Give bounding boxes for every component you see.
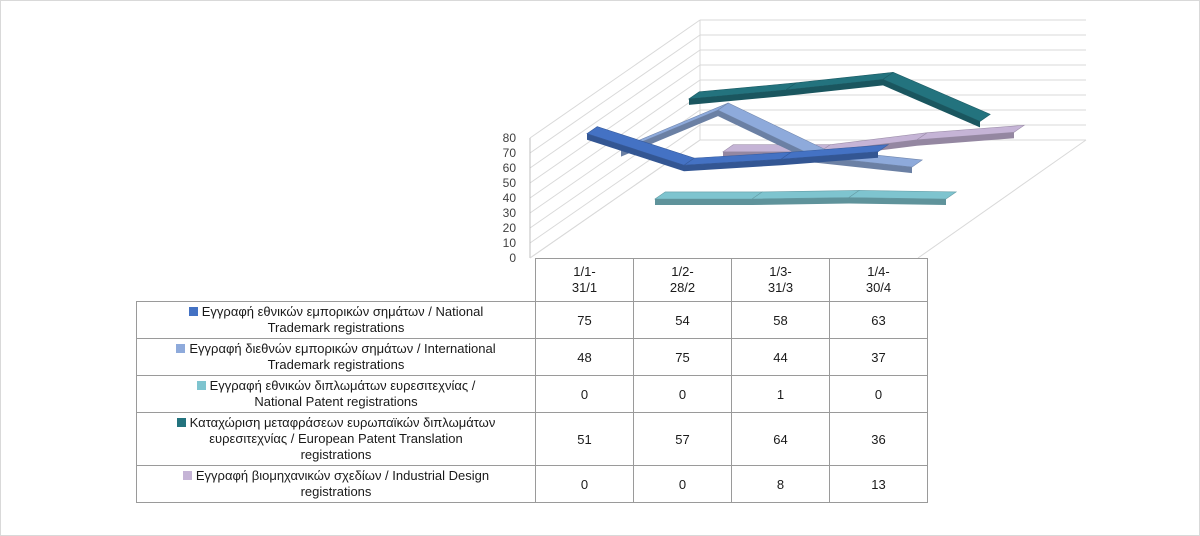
gridline: [529, 124, 701, 244]
table-row: Εγγραφή διεθνών εμπορικών σημάτων / Inte…: [136, 338, 928, 376]
category-header: 1/4- 30/4: [829, 258, 928, 302]
series-ribbon-edge: [689, 89, 786, 105]
series-ribbon-edge: [917, 132, 1014, 146]
series-label: Εγγραφή διεθνών εμπορικών σημάτων / Inte…: [136, 338, 536, 376]
data-cell: 37: [829, 338, 928, 376]
category-header: 1/3- 31/3: [731, 258, 830, 302]
series-label: Εγγραφή εθνικών διπλωμάτων ευρεσιτεχνίας…: [136, 375, 536, 413]
gridline: [529, 94, 701, 214]
data-table: 1/1- 31/1 1/2- 28/2 1/3- 31/3 1/4- 30/4 Εγγρ…: [136, 258, 928, 503]
floor-edge: [917, 139, 1087, 259]
series-ribbon-edge: [815, 156, 912, 174]
data-cell: 13: [829, 465, 928, 503]
gridline: [529, 19, 701, 139]
data-cell: 0: [535, 375, 634, 413]
series-ribbon: [848, 190, 958, 200]
data-cell: 51: [535, 412, 634, 466]
data-cell: 44: [731, 338, 830, 376]
category-header: 1/1- 31/1: [535, 258, 634, 302]
series-label-line: registrations: [300, 447, 372, 462]
data-cell: 75: [535, 301, 634, 339]
series-label: Καταχώριση μεταφράσεων ευρωπαϊκών διπλωμ…: [136, 412, 536, 466]
data-cell: 0: [633, 375, 732, 413]
series-label: Εγγραφή βιομηχανικών σχεδίων / Industria…: [136, 465, 536, 503]
y-tick-label: 70: [503, 146, 517, 160]
series-label-line: Εγγραφή βιομηχανικών σχεδίων / Industria…: [195, 468, 490, 483]
series-ribbon-edge: [752, 197, 849, 205]
table-row: Εγγραφή εθνικών εμπορικών σημάτων / Nati…: [136, 301, 928, 339]
series-ribbon-edge: [849, 197, 946, 205]
data-cell: 1: [731, 375, 830, 413]
data-cell: 36: [829, 412, 928, 466]
y-tick-label: 60: [503, 161, 517, 175]
data-cell: 8: [731, 465, 830, 503]
legend-swatch: [196, 381, 206, 390]
data-cell: 54: [633, 301, 732, 339]
series-label-line: Trademark registrations: [267, 320, 405, 335]
table-row: Καταχώριση μεταφράσεων ευρωπαϊκών διπλωμ…: [136, 412, 928, 466]
series-label-line: Εγγραφή διεθνών εμπορικών σημάτων / Inte…: [189, 341, 496, 356]
series-ribbon-edge: [655, 199, 752, 205]
series-label-line: Trademark registrations: [267, 357, 405, 372]
gridline: [529, 34, 701, 154]
series-ribbon-edge: [786, 79, 883, 96]
legend-swatch: [176, 344, 186, 353]
table-row: Εγγραφή βιομηχανικών σχεδίων / Industria…: [136, 465, 928, 503]
data-cell: 75: [633, 338, 732, 376]
y-tick-label: 40: [503, 191, 517, 205]
data-cell: 0: [535, 465, 634, 503]
series-ribbon-edge: [718, 110, 815, 163]
legend-swatch: [176, 418, 186, 427]
series-label-line: National Patent registrations: [254, 394, 418, 409]
series-ribbon-edge: [684, 159, 781, 172]
data-cell: 58: [731, 301, 830, 339]
series-label: Εγγραφή εθνικών εμπορικών σημάτων / Nati…: [136, 301, 536, 339]
series-label-line: Καταχώριση μεταφράσεων ευρωπαϊκών διπλωμ…: [189, 415, 496, 430]
y-tick-label: 20: [503, 221, 517, 235]
table-row: Εγγραφή εθνικών διπλωμάτων ευρεσιτεχνίας…: [136, 375, 928, 413]
legend-swatch: [182, 471, 192, 480]
data-cell: 64: [731, 412, 830, 466]
data-cell: 63: [829, 301, 928, 339]
series-label-line: registrations: [300, 484, 372, 499]
gridline: [529, 64, 701, 184]
legend-swatch: [188, 307, 198, 316]
gridline: [529, 49, 701, 169]
series-ribbon: [654, 191, 764, 200]
series-label-line: ευρεσιτεχνίας / European Patent Translat…: [209, 431, 463, 446]
y-tick-label: 80: [503, 131, 517, 145]
data-cell: 57: [633, 412, 732, 466]
series-ribbon-edge: [587, 133, 684, 172]
data-cell: 0: [633, 465, 732, 503]
data-cell: 0: [829, 375, 928, 413]
y-tick-label: 0: [509, 251, 516, 265]
table-corner: [136, 258, 536, 302]
series-label-line: Εγγραφή εθνικών διπλωμάτων ευρεσιτεχνίας…: [209, 378, 476, 393]
table-header-row: 1/1- 31/1 1/2- 28/2 1/3- 31/3 1/4- 30/4: [136, 258, 928, 302]
series-ribbon: [882, 71, 991, 122]
category-header: 1/2- 28/2: [633, 258, 732, 302]
series-label-line: Εγγραφή εθνικών εμπορικών σημάτων / Nati…: [201, 304, 484, 319]
series-ribbon-edge: [883, 79, 980, 128]
y-tick-label: 10: [503, 236, 517, 250]
y-tick-label: 50: [503, 176, 517, 190]
data-cell: 48: [535, 338, 634, 376]
y-tick-label: 30: [503, 206, 517, 220]
series-ribbon-edge: [781, 151, 878, 166]
